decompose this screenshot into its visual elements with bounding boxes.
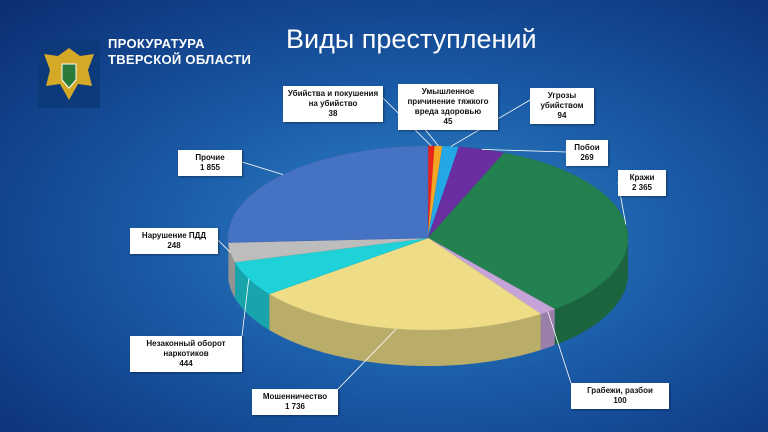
label-category: Нарушение ПДД bbox=[141, 231, 207, 240]
org-name: ПРОКУРАТУРА ТВЕРСКОЙ ОБЛАСТИ bbox=[108, 36, 251, 68]
data-label: Побои 269 bbox=[566, 140, 608, 166]
data-label: Убийства и покушения на убийство 38 bbox=[283, 86, 383, 122]
leader-line bbox=[481, 148, 567, 153]
label-value: 269 bbox=[580, 153, 594, 162]
label-value: 1 736 bbox=[284, 402, 306, 411]
label-value: 94 bbox=[557, 111, 567, 120]
org-line: ТВЕРСКОЙ ОБЛАСТИ bbox=[108, 52, 252, 67]
label-category: Побои bbox=[574, 143, 600, 152]
label-value: 100 bbox=[613, 396, 627, 405]
label-value: 45 bbox=[443, 117, 453, 126]
leader-line bbox=[547, 311, 572, 384]
data-label: Незаконный оборот наркотиков 444 bbox=[130, 336, 242, 372]
data-label: Мошенничество 1 736 bbox=[252, 389, 338, 415]
data-label: Нарушение ПДД 248 bbox=[130, 228, 218, 254]
slice bbox=[234, 237, 429, 295]
slice-side bbox=[269, 293, 541, 366]
slice-side bbox=[228, 242, 236, 299]
slice bbox=[227, 145, 429, 243]
data-label: Угрозы убийством 94 bbox=[530, 88, 594, 124]
label-value: 2 365 bbox=[631, 183, 653, 192]
chart-title: Виды преступлений bbox=[286, 24, 537, 54]
data-label: Грабежи, разбои 100 bbox=[571, 383, 669, 409]
label-category: Умышленное причинение тяжкого вреда здор… bbox=[407, 87, 489, 116]
slice bbox=[227, 237, 429, 263]
leader-line bbox=[241, 161, 284, 175]
label-category: Угрозы убийством bbox=[540, 91, 584, 110]
label-value: 444 bbox=[179, 359, 193, 368]
leader-line bbox=[217, 239, 231, 253]
emblem bbox=[38, 40, 100, 108]
label-value: 248 bbox=[167, 241, 181, 250]
data-label: Кражи 2 365 bbox=[618, 170, 666, 196]
label-category: Мошенничество bbox=[262, 392, 328, 401]
slice-side bbox=[235, 262, 270, 330]
leader-line bbox=[241, 278, 250, 337]
slice-side bbox=[554, 238, 628, 346]
slice bbox=[268, 237, 542, 331]
leader-line bbox=[337, 328, 397, 390]
data-label: Умышленное причинение тяжкого вреда здор… bbox=[398, 84, 498, 130]
label-value: 38 bbox=[328, 109, 338, 118]
label-category: Незаконный оборот наркотиков bbox=[146, 339, 226, 358]
label-category: Убийства и покушения на убийство bbox=[287, 89, 379, 108]
label-category: Прочие bbox=[195, 153, 225, 162]
org-line: ПРОКУРАТУРА bbox=[108, 36, 205, 51]
label-category: Кражи bbox=[629, 173, 655, 182]
label-value: 1 855 bbox=[199, 163, 221, 172]
label-category: Грабежи, разбои bbox=[587, 386, 653, 395]
slice-side bbox=[540, 309, 555, 350]
data-label: Прочие 1 855 bbox=[178, 150, 242, 176]
